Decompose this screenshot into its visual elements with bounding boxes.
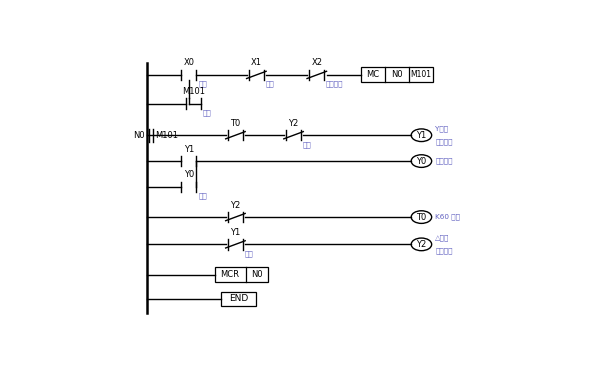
Text: Y2: Y2 bbox=[416, 240, 427, 249]
Text: N0: N0 bbox=[391, 70, 403, 79]
FancyBboxPatch shape bbox=[361, 68, 433, 82]
Text: 自锁: 自锁 bbox=[198, 193, 207, 199]
Text: Y1: Y1 bbox=[184, 145, 194, 154]
Text: X2: X2 bbox=[311, 59, 322, 68]
Text: MCR: MCR bbox=[221, 270, 239, 279]
Text: 降压启动: 降压启动 bbox=[436, 139, 453, 145]
Text: T0: T0 bbox=[416, 213, 427, 222]
Text: N0: N0 bbox=[251, 270, 263, 279]
Text: 启动: 启动 bbox=[198, 81, 207, 87]
Text: M101: M101 bbox=[410, 70, 431, 79]
Text: Y0: Y0 bbox=[416, 157, 427, 166]
FancyBboxPatch shape bbox=[215, 267, 268, 282]
Text: 全压运行: 全压运行 bbox=[436, 248, 453, 254]
Text: Y0: Y0 bbox=[184, 170, 194, 179]
Text: M101: M101 bbox=[155, 131, 178, 140]
Text: Y2: Y2 bbox=[230, 201, 241, 210]
Text: 接通电源: 接通电源 bbox=[436, 158, 453, 164]
Text: MC: MC bbox=[367, 70, 380, 79]
Text: 过载保护: 过载保护 bbox=[326, 81, 344, 87]
Text: X1: X1 bbox=[251, 59, 262, 68]
Text: M101: M101 bbox=[182, 87, 205, 96]
Text: Y连接: Y连接 bbox=[436, 125, 449, 132]
Text: 互锁: 互锁 bbox=[245, 250, 253, 257]
Text: K60 延时: K60 延时 bbox=[436, 214, 460, 220]
Text: △连接: △连接 bbox=[436, 234, 450, 241]
Text: 自锁: 自锁 bbox=[203, 109, 212, 116]
Text: Y1: Y1 bbox=[416, 131, 427, 140]
Text: 互锁: 互锁 bbox=[303, 141, 311, 148]
Text: 停止: 停止 bbox=[266, 81, 274, 87]
Text: N0: N0 bbox=[133, 131, 145, 140]
Text: END: END bbox=[229, 294, 248, 304]
FancyBboxPatch shape bbox=[221, 292, 256, 306]
Text: Y1: Y1 bbox=[230, 228, 241, 237]
Text: T0: T0 bbox=[230, 119, 241, 128]
Text: X0: X0 bbox=[184, 59, 194, 68]
Text: Y2: Y2 bbox=[289, 119, 299, 128]
